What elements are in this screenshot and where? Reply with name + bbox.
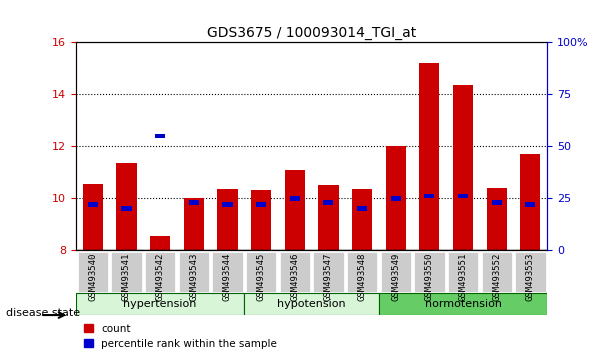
FancyBboxPatch shape	[179, 252, 209, 292]
Bar	[116, 163, 137, 250]
FancyBboxPatch shape	[347, 252, 377, 292]
FancyBboxPatch shape	[280, 252, 310, 292]
Text: GSM493546: GSM493546	[290, 253, 299, 301]
FancyBboxPatch shape	[381, 252, 411, 292]
Bar	[453, 85, 473, 250]
FancyBboxPatch shape	[145, 252, 175, 292]
Text: normotension: normotension	[424, 299, 502, 309]
FancyBboxPatch shape	[448, 252, 478, 292]
Bar	[290, 196, 300, 201]
Bar	[520, 154, 541, 250]
Bar	[83, 184, 103, 250]
Bar	[525, 202, 536, 207]
FancyBboxPatch shape	[78, 252, 108, 292]
Bar	[285, 170, 305, 250]
FancyBboxPatch shape	[515, 252, 545, 292]
Bar	[223, 202, 232, 207]
Text: GSM493550: GSM493550	[425, 253, 434, 301]
FancyBboxPatch shape	[212, 252, 243, 292]
Bar	[486, 188, 507, 250]
Text: GSM493540: GSM493540	[88, 253, 97, 301]
Bar	[424, 194, 435, 199]
FancyBboxPatch shape	[111, 252, 142, 292]
Text: GSM493545: GSM493545	[257, 253, 266, 301]
Text: GSM493548: GSM493548	[358, 253, 367, 301]
Text: GSM493551: GSM493551	[458, 253, 468, 301]
FancyBboxPatch shape	[76, 293, 244, 315]
FancyBboxPatch shape	[482, 252, 512, 292]
Bar	[357, 206, 367, 211]
Title: GDS3675 / 100093014_TGI_at: GDS3675 / 100093014_TGI_at	[207, 26, 416, 40]
Bar	[122, 206, 131, 211]
Text: GSM493542: GSM493542	[156, 253, 165, 301]
Bar	[155, 133, 165, 138]
Bar	[458, 194, 468, 199]
Legend: count, percentile rank within the sample: count, percentile rank within the sample	[85, 324, 277, 349]
FancyBboxPatch shape	[379, 293, 547, 315]
FancyBboxPatch shape	[246, 252, 276, 292]
Bar	[319, 185, 339, 250]
Bar	[88, 202, 98, 207]
Bar	[150, 236, 170, 250]
Bar	[385, 146, 406, 250]
Text: GSM493549: GSM493549	[391, 253, 400, 301]
Text: GSM493544: GSM493544	[223, 253, 232, 301]
Bar	[188, 200, 199, 205]
Text: GSM493552: GSM493552	[492, 253, 501, 301]
Bar	[323, 200, 333, 205]
Bar	[256, 202, 266, 207]
Bar	[492, 200, 502, 205]
Bar	[218, 189, 238, 250]
Text: GSM493543: GSM493543	[189, 253, 198, 301]
Text: hypotension: hypotension	[277, 299, 346, 309]
FancyBboxPatch shape	[414, 252, 444, 292]
FancyBboxPatch shape	[313, 252, 344, 292]
Bar	[420, 63, 440, 250]
Text: GSM493553: GSM493553	[526, 253, 535, 301]
Text: GSM493547: GSM493547	[324, 253, 333, 301]
Bar	[352, 189, 372, 250]
Text: hypertension: hypertension	[123, 299, 197, 309]
FancyBboxPatch shape	[244, 293, 379, 315]
Text: GSM493541: GSM493541	[122, 253, 131, 301]
Text: disease state: disease state	[6, 308, 80, 318]
Bar	[391, 196, 401, 201]
Bar	[251, 190, 271, 250]
Bar	[184, 198, 204, 250]
